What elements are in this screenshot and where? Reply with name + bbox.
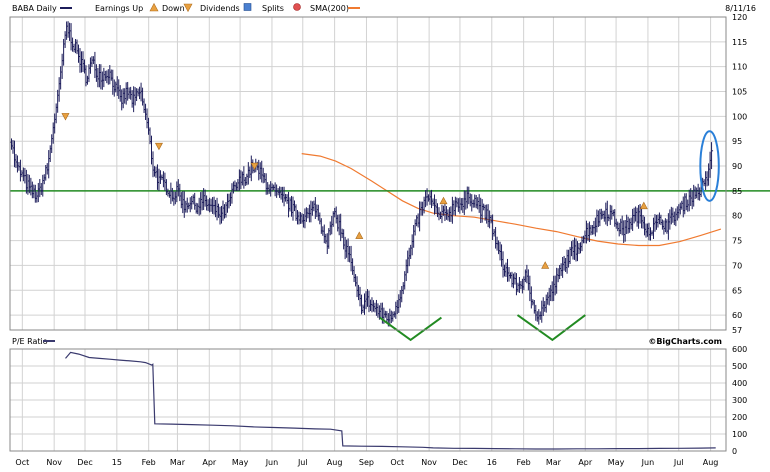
x-tick-label: Aug — [327, 458, 343, 467]
ticker-label: BABA Daily — [12, 4, 57, 13]
earnings-up-marker — [439, 196, 448, 205]
price-series — [9, 21, 714, 327]
price-panel-frame — [9, 16, 727, 331]
x-tick-label: Feb — [142, 458, 156, 467]
price-y-tick-label: 57 — [732, 326, 742, 335]
pe-y-tick-label: 200 — [732, 413, 747, 422]
chart-annotations — [379, 130, 720, 342]
price-y-axis: 57 60 65 70 75 80 85 90 95 100 105 110 115 120 — [732, 13, 747, 335]
triangle-down-icon — [183, 3, 193, 13]
x-tick-label: 16 — [487, 458, 497, 467]
price-y-tick-label: 115 — [732, 38, 747, 47]
legend-down-label: Down — [162, 4, 185, 13]
x-tick-label: Jul — [297, 458, 308, 467]
price-y-tick-label: 85 — [732, 187, 742, 196]
x-tick-label: Feb — [517, 458, 531, 467]
v-bottom-annotation — [516, 314, 586, 342]
legend-sma-label: SMA(200) — [310, 4, 349, 13]
legend-earnings-up-label: Earnings Up — [95, 4, 143, 13]
x-axis: Oct Nov Dec 15 Feb Mar Apr May Jun Jul Aug Sep Oct No… — [15, 458, 718, 467]
earnings-up-marker — [639, 201, 648, 210]
earnings-up-marker — [541, 261, 550, 269]
x-tick-label: Nov — [46, 458, 62, 467]
watermark: ©BigCharts.com — [648, 337, 722, 346]
earnings-up-marker — [355, 231, 364, 239]
x-tick-label: Aug — [703, 458, 719, 467]
pe-y-tick-label: 400 — [732, 379, 747, 388]
price-y-tick-label: 65 — [732, 286, 742, 295]
pe-panel-label: P/E Ratio — [12, 337, 48, 346]
pe-panel: P/E Ratio 0 100 200 300 400 500 600 — [9, 337, 747, 456]
price-y-tick-label: 120 — [732, 13, 747, 22]
x-tick-label: Dec — [77, 458, 92, 467]
x-tick-label: Dec — [452, 458, 467, 467]
earnings-down-marker — [250, 162, 259, 171]
x-tick-label: Apr — [578, 458, 593, 467]
x-tick-label: 15 — [112, 458, 122, 467]
earnings-down-marker — [61, 113, 70, 121]
pe-y-axis: 0 100 200 300 400 500 600 — [732, 345, 747, 456]
x-tick-label: May — [608, 458, 625, 467]
pe-y-tick-label: 300 — [732, 396, 747, 405]
earnings-markers — [61, 113, 648, 269]
pe-y-tick-label: 600 — [732, 345, 747, 354]
price-panel: 57 60 65 70 75 80 85 90 95 100 105 110 115 120 ©BigCh… — [9, 13, 770, 346]
price-y-tick-label: 70 — [732, 261, 742, 270]
pe-y-tick-label: 100 — [732, 430, 747, 439]
price-y-tick-label: 80 — [732, 212, 742, 221]
price-y-tick-label: 105 — [732, 88, 747, 97]
x-tick-label: May — [232, 458, 249, 467]
split-circle-icon — [293, 3, 301, 11]
x-tick-label: Jul — [673, 458, 684, 467]
x-tick-label: Mar — [546, 458, 562, 467]
pe-y-tick-label: 500 — [732, 362, 747, 371]
pe-y-tick-label: 0 — [732, 447, 737, 456]
pe-grid — [10, 349, 726, 451]
pe-panel-frame — [9, 348, 727, 452]
price-y-tick-label: 60 — [732, 311, 742, 320]
legend-splits-label: Splits — [262, 4, 284, 13]
header-legend: BABA Daily Earnings Up Down Dividends Sp… — [12, 2, 756, 13]
x-tick-label: Oct — [390, 458, 404, 467]
v-bottom-annotation — [379, 316, 442, 342]
triangle-up-icon — [149, 2, 159, 12]
x-tick-label: Mar — [170, 458, 186, 467]
x-tick-label: Oct — [15, 458, 29, 467]
earnings-down-marker — [154, 142, 163, 151]
chart-date: 8/11/16 — [725, 4, 756, 13]
x-tick-label: Apr — [202, 458, 217, 467]
pe-series — [65, 351, 716, 450]
x-tick-label: Jun — [641, 458, 655, 467]
price-grid — [10, 17, 726, 330]
dividend-square-icon — [243, 3, 252, 11]
legend-dividends-label: Dividends — [200, 4, 240, 13]
sma-series — [301, 153, 722, 247]
price-y-tick-label: 90 — [732, 162, 742, 171]
pe-ratio-line — [65, 351, 716, 450]
breakout-ellipse-annotation — [699, 130, 720, 202]
x-tick-label: Nov — [421, 458, 437, 467]
x-tick-label: Sep — [359, 458, 374, 467]
price-y-tick-label: 100 — [732, 112, 747, 121]
price-y-tick-label: 75 — [732, 237, 742, 246]
price-y-tick-label: 95 — [732, 137, 742, 146]
sma-line — [301, 153, 722, 247]
price-y-tick-label: 110 — [732, 63, 747, 72]
x-tick-label: Jun — [265, 458, 279, 467]
